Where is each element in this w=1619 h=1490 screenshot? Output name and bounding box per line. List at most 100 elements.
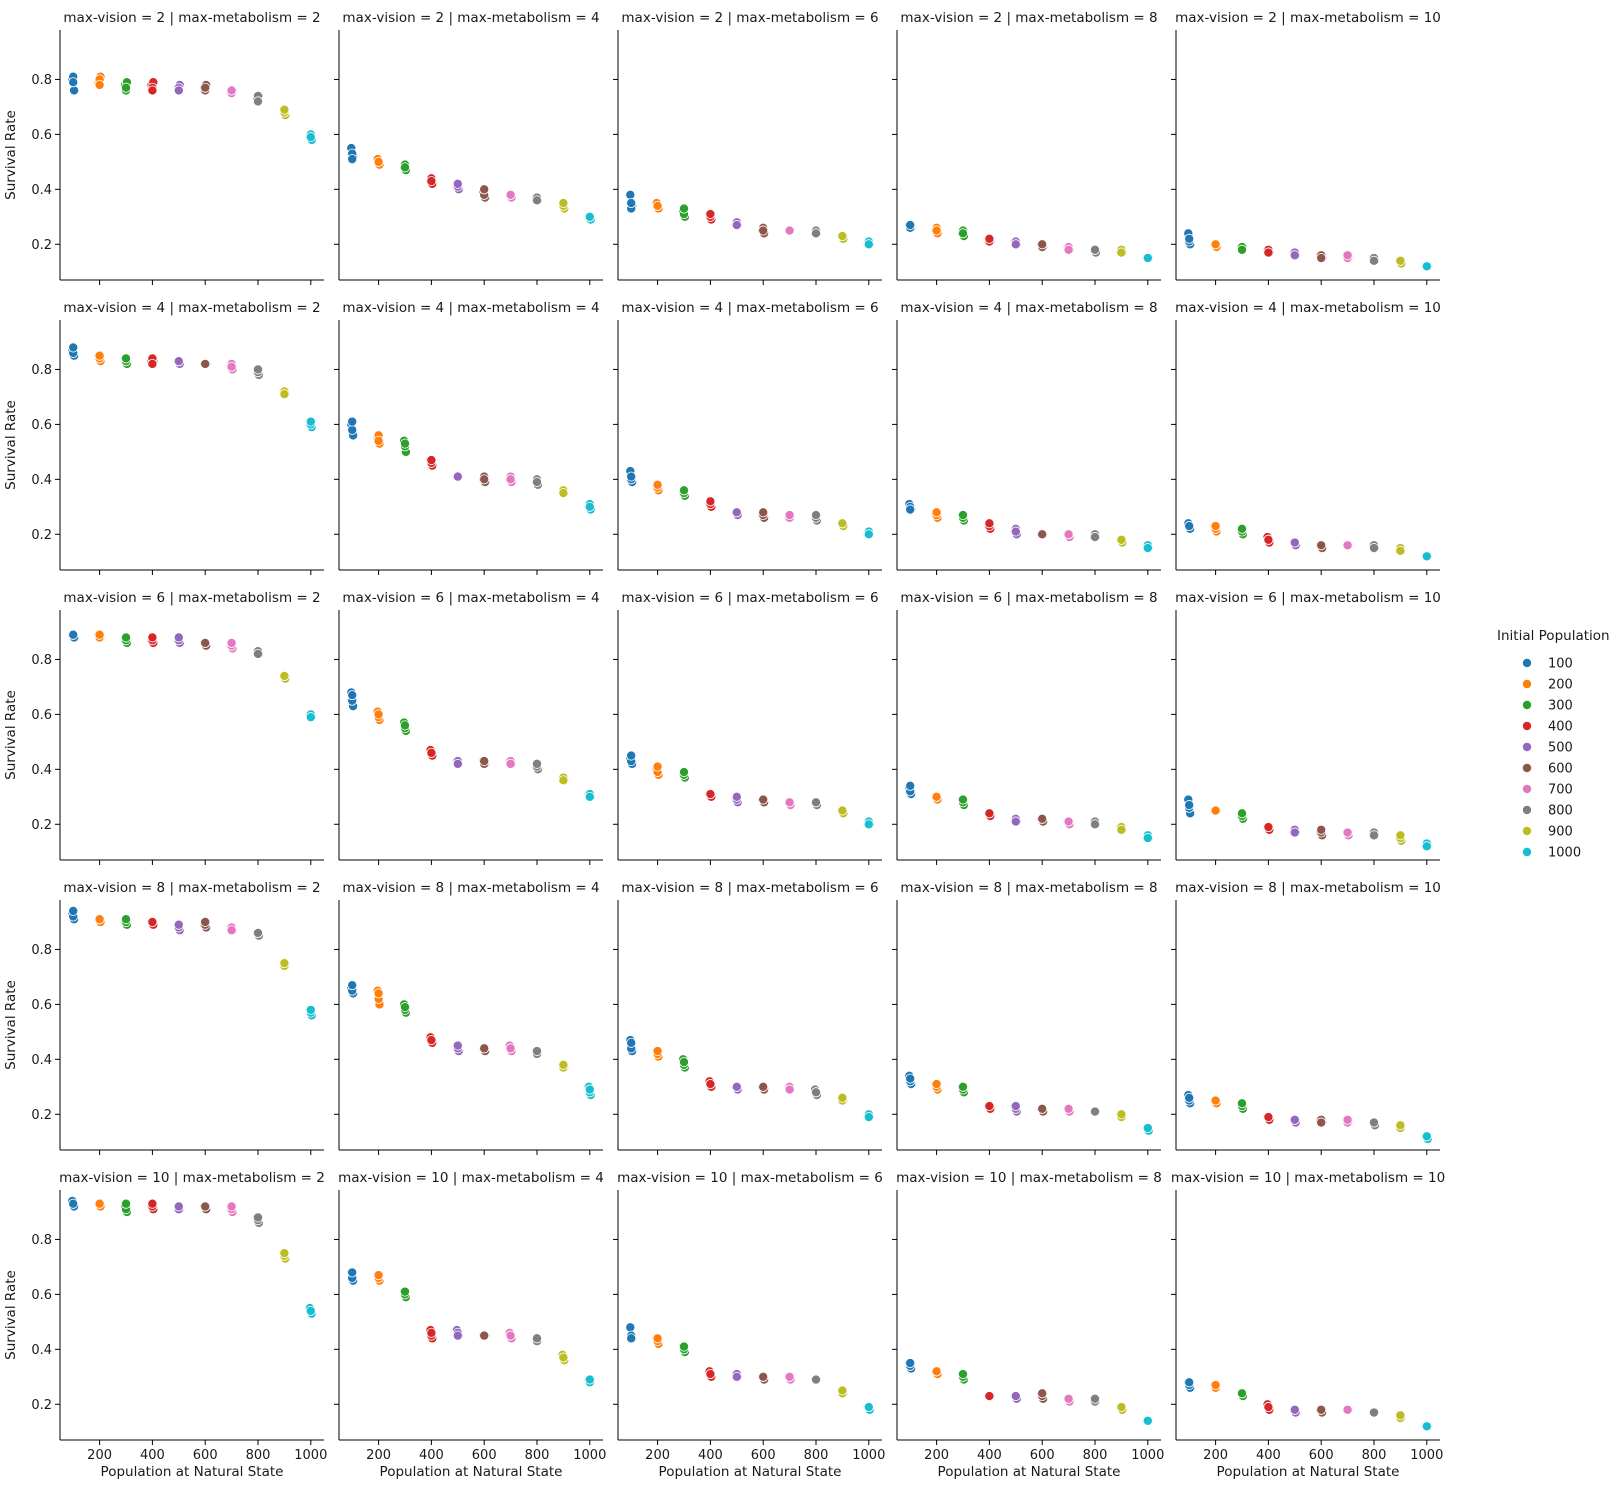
y-tick-label: 0.4: [31, 1053, 52, 1068]
data-point: [1395, 830, 1406, 841]
x-tick-label: 800: [1083, 1448, 1108, 1463]
x-tick-label: 600: [1030, 1448, 1055, 1463]
data-point: [758, 1081, 769, 1092]
y-axis-label: Survival Rate: [3, 980, 19, 1070]
data-point: [1368, 1117, 1379, 1128]
data-point: [705, 209, 716, 220]
legend-title: Initial Population: [1497, 628, 1610, 644]
data-point: [784, 510, 795, 521]
data-point: [863, 1402, 874, 1413]
data-point: [1289, 1404, 1300, 1415]
data-point: [69, 85, 80, 96]
facet-panel: max-vision = 2 | max-metabolism = 4: [334, 10, 603, 285]
data-point: [1184, 233, 1195, 244]
data-point: [1316, 253, 1327, 264]
data-point: [426, 1035, 437, 1046]
data-point: [584, 791, 595, 802]
data-point: [1184, 521, 1195, 532]
facet-panel: max-vision = 6 | max-metabolism = 8: [892, 590, 1161, 865]
data-point: [626, 750, 637, 761]
data-point: [958, 794, 969, 805]
legend-marker: [1521, 721, 1532, 732]
x-tick-label: 1000: [1131, 1448, 1164, 1463]
data-point: [373, 156, 384, 167]
panel-title: max-vision = 6 | max-metabolism = 10: [1175, 590, 1441, 606]
data-point: [705, 1369, 716, 1380]
x-tick-label: 200: [924, 1448, 949, 1463]
data-point: [1263, 1402, 1274, 1413]
data-point: [121, 914, 132, 925]
data-point: [731, 220, 742, 231]
x-axis-label: Population at Natural State: [659, 1464, 842, 1480]
data-point: [1368, 255, 1379, 266]
facet-panel: max-vision = 6 | max-metabolism = 6: [613, 590, 882, 865]
data-point: [226, 637, 237, 648]
data-point: [1116, 534, 1127, 545]
data-point: [94, 914, 105, 925]
data-point: [1210, 1380, 1221, 1391]
data-point: [226, 1201, 237, 1212]
legend-marker: [1521, 783, 1532, 794]
data-point: [505, 1330, 516, 1341]
panel-title: max-vision = 8 | max-metabolism = 10: [1175, 880, 1441, 896]
data-point: [905, 1073, 916, 1084]
data-point: [984, 518, 995, 529]
data-point: [984, 808, 995, 819]
data-point: [505, 189, 516, 200]
data-point: [1142, 253, 1153, 264]
data-point: [810, 510, 821, 521]
data-point: [252, 1212, 263, 1223]
legend-label: 600: [1548, 762, 1573, 777]
data-point: [1395, 545, 1406, 556]
panel-title: max-vision = 4 | max-metabolism = 4: [342, 300, 599, 316]
data-point: [1010, 1391, 1021, 1402]
data-point: [347, 690, 358, 701]
panel-title: max-vision = 4 | max-metabolism = 6: [621, 300, 878, 316]
x-tick-label: 400: [419, 1448, 444, 1463]
data-point: [373, 988, 384, 999]
data-point: [1116, 1109, 1127, 1120]
panel-title: max-vision = 8 | max-metabolism = 8: [900, 880, 1157, 896]
data-point: [1184, 800, 1195, 811]
data-point: [784, 225, 795, 236]
y-tick-label: 0.8: [31, 653, 52, 668]
x-axis-label: Population at Natural State: [101, 1464, 284, 1480]
facet-panel: max-vision = 10 | max-metabolism = 2 0.2 0…: [3, 1170, 327, 1480]
data-point: [1395, 1120, 1406, 1131]
data-point: [279, 958, 290, 969]
data-point: [94, 629, 105, 640]
x-tick-label: 200: [87, 1448, 112, 1463]
facet-panel: max-vision = 8 | max-metabolism = 4: [334, 880, 603, 1155]
data-point: [679, 1341, 690, 1352]
panel-title: max-vision = 2 | max-metabolism = 4: [342, 10, 599, 26]
data-point: [931, 507, 942, 518]
data-point: [905, 220, 916, 231]
facet-panel: max-vision = 10 | max-metabolism = 8 200 4…: [892, 1170, 1164, 1480]
data-point: [1063, 816, 1074, 827]
panel-title: max-vision = 10 | max-metabolism = 6: [617, 1170, 883, 1186]
data-point: [94, 350, 105, 361]
data-point: [1342, 540, 1353, 551]
legend-marker: [1521, 679, 1532, 690]
data-point: [558, 488, 569, 499]
data-point: [147, 358, 158, 369]
data-point: [1116, 247, 1127, 258]
panel-title: max-vision = 2 | max-metabolism = 10: [1175, 10, 1441, 26]
y-tick-label: 0.2: [31, 818, 52, 833]
data-point: [1342, 250, 1353, 261]
x-tick-label: 400: [977, 1448, 1002, 1463]
y-tick-label: 0.6: [31, 418, 52, 433]
data-point: [958, 228, 969, 239]
data-point: [1342, 1404, 1353, 1415]
data-point: [1316, 1404, 1327, 1415]
data-point: [1237, 1098, 1248, 1109]
x-tick-label: 800: [804, 1448, 829, 1463]
facet-panel: max-vision = 4 | max-metabolism = 8: [892, 300, 1161, 575]
data-point: [400, 1002, 411, 1013]
data-point: [652, 1333, 663, 1344]
data-point: [1210, 239, 1221, 250]
data-point: [931, 1079, 942, 1090]
legend-label: 100: [1548, 657, 1573, 672]
y-tick-label: 0.4: [31, 183, 52, 198]
y-tick-label: 0.4: [31, 473, 52, 488]
